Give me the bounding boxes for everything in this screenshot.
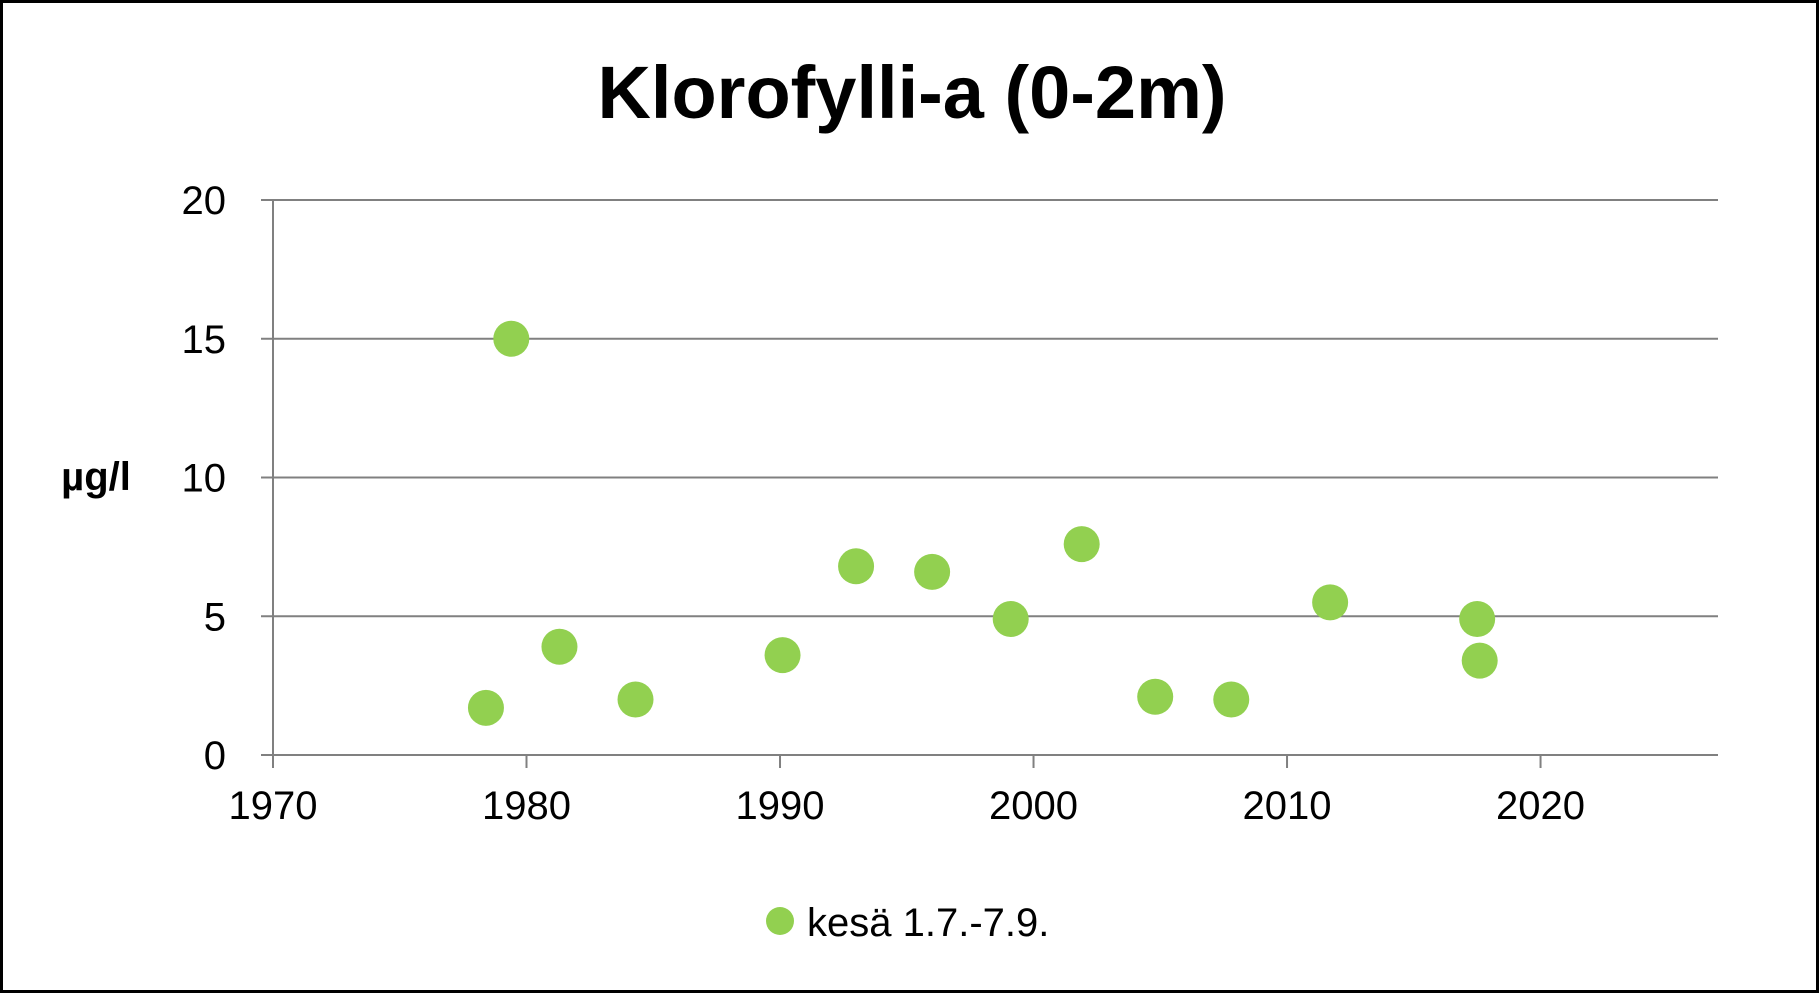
y-tick-label: 20 [182,179,227,223]
axes [261,199,1718,768]
x-tick-label: 1980 [482,784,571,828]
data-point [1137,678,1174,715]
data-point [541,628,578,665]
x-tick-label: 2000 [989,784,1078,828]
data-point [467,689,504,726]
data-point [493,320,530,357]
scatter-chart: Klorofylli-a (0-2m) µg/l 0 5 10 15 20 1970 198… [61,51,1718,945]
data-point [914,553,951,590]
data-points [467,320,1498,726]
y-tick-label: 15 [182,318,227,362]
y-tick-label: 10 [182,457,227,501]
data-point [1461,642,1498,679]
tick-labels: 0 5 10 15 20 1970 1980 1990 2000 2010 2020 [182,179,1586,828]
x-tick-label: 2020 [1496,784,1585,828]
data-point [1459,601,1496,638]
x-tick-label: 1990 [736,784,825,828]
x-tick-label: 2010 [1243,784,1332,828]
legend-marker [766,907,794,935]
y-tick-label: 0 [204,734,226,778]
data-point [1213,681,1250,718]
data-point [992,601,1029,638]
data-point [1063,526,1100,563]
data-point [1312,584,1349,621]
data-point [764,637,801,674]
data-point [838,548,875,585]
gridlines [273,199,1718,618]
y-axis-label: µg/l [61,455,131,499]
y-tick-label: 5 [204,595,226,639]
chart-title: Klorofylli-a (0-2m) [597,51,1226,134]
legend: kesä 1.7.-7.9. [766,901,1049,945]
legend-label: kesä 1.7.-7.9. [807,901,1049,945]
x-tick-label: 1970 [229,784,318,828]
data-point [617,681,654,718]
